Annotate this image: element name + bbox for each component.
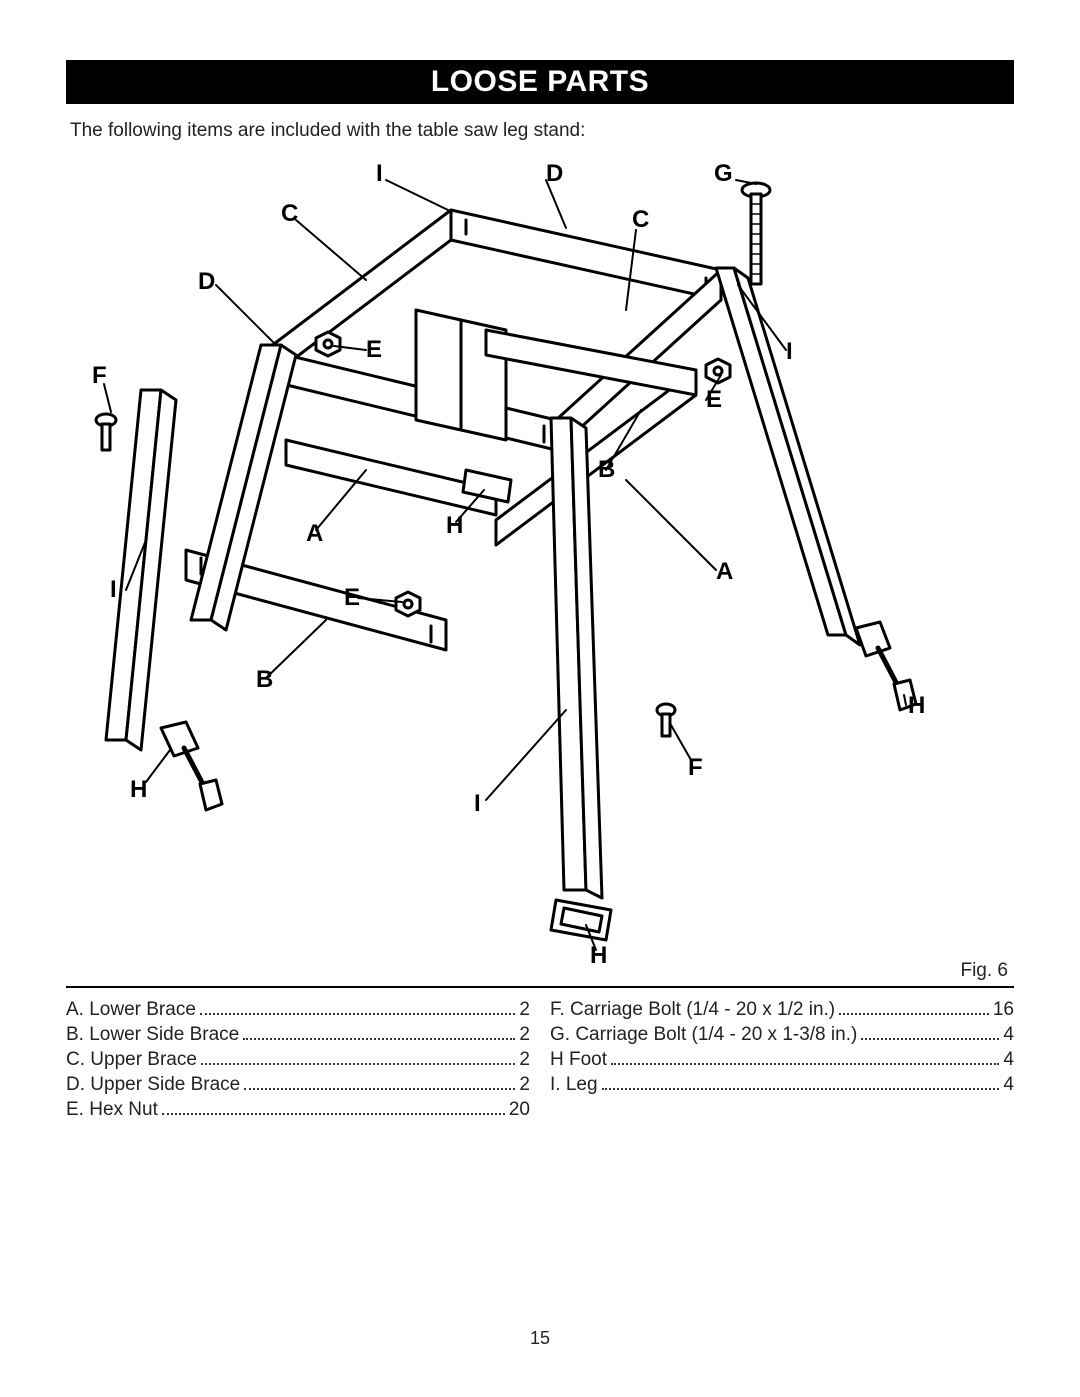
part-label: A. Lower Brace [66, 999, 196, 1021]
divider [66, 986, 1014, 988]
part-foot-screw-right [856, 622, 916, 710]
part-label: H Foot [550, 1049, 607, 1071]
leader-dots [611, 1048, 999, 1065]
callout-I-left: I [110, 576, 117, 604]
page: LOOSE PARTS The following items are incl… [0, 0, 1080, 1397]
part-row: I. Leg 4 [550, 1073, 1014, 1096]
leader-dots [162, 1098, 505, 1115]
callout-B-left: B [256, 666, 273, 694]
callout-H-right: H [908, 692, 925, 720]
center-pocket [416, 310, 506, 440]
callout-Hm: H [446, 512, 463, 540]
callout-I-top: I [376, 160, 383, 188]
part-row: F. Carriage Bolt (1/4 - 20 x 1/2 in.) 16 [550, 998, 1014, 1021]
callout-F-left: F [92, 362, 107, 390]
part-label: G. Carriage Bolt (1/4 - 20 x 1-3/8 in.) [550, 1024, 857, 1046]
part-hex-nut-1 [316, 332, 340, 356]
part-row: H Foot 4 [550, 1048, 1014, 1071]
part-row: E. Hex Nut 20 [66, 1098, 530, 1121]
part-qty: 4 [1003, 1074, 1014, 1096]
parts-col-left: A. Lower Brace 2 B. Lower Side Brace 2 C… [66, 998, 530, 1121]
callout-D-top: D [546, 160, 563, 188]
parts-list: A. Lower Brace 2 B. Lower Side Brace 2 C… [66, 998, 1014, 1121]
callout-I-bot: I [474, 790, 481, 818]
part-qty: 4 [1003, 1049, 1014, 1071]
part-label: B. Lower Side Brace [66, 1024, 239, 1046]
part-row: A. Lower Brace 2 [66, 998, 530, 1021]
parts-col-right: F. Carriage Bolt (1/4 - 20 x 1/2 in.) 16… [550, 998, 1014, 1121]
part-row: G. Carriage Bolt (1/4 - 20 x 1-3/8 in.) … [550, 1023, 1014, 1046]
part-foot-screw-left [161, 722, 222, 810]
part-upper-side-brace-rear [451, 210, 721, 300]
leader-dots [602, 1073, 1000, 1090]
section-header: LOOSE PARTS [66, 60, 1014, 104]
part-qty: 2 [519, 1024, 530, 1046]
part-label: C. Upper Brace [66, 1049, 197, 1071]
part-qty: 4 [1003, 1024, 1014, 1046]
callout-E-top: E [366, 336, 382, 364]
callout-A-left: A [306, 520, 323, 548]
callout-C-left: C [281, 200, 298, 228]
part-label: F. Carriage Bolt (1/4 - 20 x 1/2 in.) [550, 999, 835, 1021]
callout-E-right: E [706, 386, 722, 414]
part-leg-front-left [106, 390, 176, 750]
page-number: 15 [0, 1328, 1080, 1349]
leader-dots [244, 1073, 515, 1090]
part-leg-front-center [551, 418, 602, 898]
leader-dots [839, 998, 989, 1015]
part-hex-nut-3 [396, 592, 420, 616]
part-label: D. Upper Side Brace [66, 1074, 240, 1096]
exploded-diagram: I D G C C D E I E F B A H A I E B H F H … [66, 150, 1014, 970]
part-row: C. Upper Brace 2 [66, 1048, 530, 1071]
callout-B-right: B [598, 456, 615, 484]
part-qty: 2 [519, 1074, 530, 1096]
part-row: B. Lower Side Brace 2 [66, 1023, 530, 1046]
intro-text: The following items are included with th… [70, 120, 585, 142]
part-qty: 16 [993, 999, 1014, 1021]
leader-dots [201, 1048, 515, 1065]
part-qty: 2 [519, 1049, 530, 1071]
leader-dots [200, 998, 516, 1015]
part-carriage-bolt-short-left [96, 414, 116, 450]
part-carriage-bolt-short-right [657, 704, 675, 736]
part-foot-center [551, 900, 611, 940]
callout-H-left: H [130, 776, 147, 804]
callout-C-right: C [632, 206, 649, 234]
callout-E-mid: E [344, 584, 360, 612]
part-row: D. Upper Side Brace 2 [66, 1073, 530, 1096]
part-upper-side-brace-front [266, 350, 556, 450]
callout-G: G [714, 160, 733, 188]
leader-dots [243, 1023, 515, 1040]
part-label: I. Leg [550, 1074, 598, 1096]
part-qty: 2 [519, 999, 530, 1021]
callout-H-bottom: H [590, 942, 607, 970]
callout-F-right: F [688, 754, 703, 782]
callout-A-right: A [716, 558, 733, 586]
part-qty: 20 [509, 1099, 530, 1121]
part-label: E. Hex Nut [66, 1099, 158, 1121]
callout-D-left: D [198, 268, 215, 296]
part-leg-rear-right [716, 268, 860, 645]
leader-dots [861, 1023, 999, 1040]
part-carriage-bolt-long [742, 183, 770, 284]
figure-label: Fig. 6 [960, 960, 1008, 982]
callout-I-right: I [786, 338, 793, 366]
